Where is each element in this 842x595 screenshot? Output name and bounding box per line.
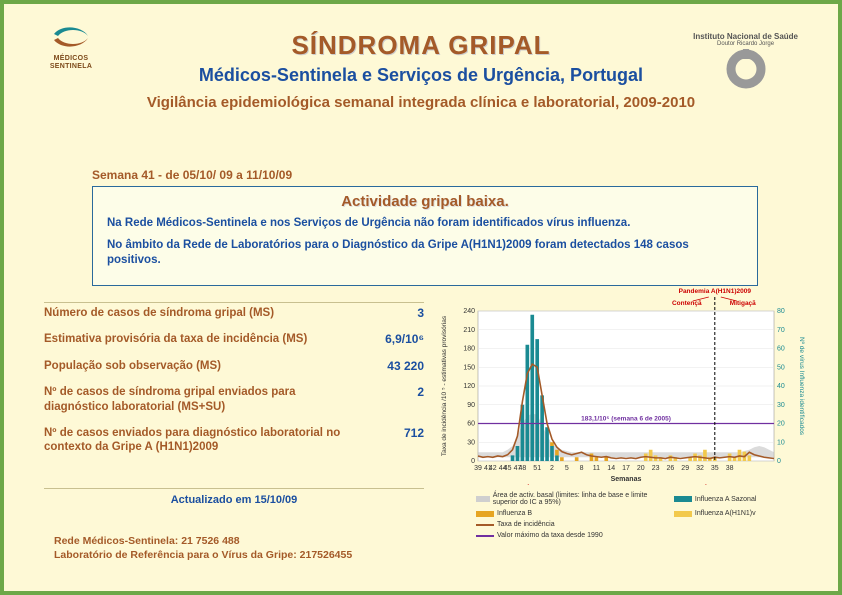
svg-text:Mitigaçã: Mitigaçã (730, 300, 756, 307)
info-box-p2: No âmbito da Rede de Laboratórios para o… (107, 238, 743, 269)
svg-text:90: 90 (467, 402, 475, 409)
svg-text:Taxa de incidência /10 ⁵ - est: Taxa de incidência /10 ⁵ - estimativas p… (441, 315, 448, 456)
logo-right-line2: Doutor Ricardo Jorge (693, 41, 798, 47)
svg-text:2: 2 (550, 465, 554, 472)
chart-legend: Área de activ. basal (limites: linha de … (436, 490, 806, 539)
stat-value: 712 (360, 426, 424, 440)
logo-insa: Instituto Nacional de Saúde Doutor Ricar… (693, 32, 798, 94)
svg-text:Semanas: Semanas (611, 476, 642, 483)
svg-text:20: 20 (637, 465, 645, 472)
svg-text:80: 80 (777, 308, 785, 315)
svg-text:150: 150 (463, 364, 475, 371)
legend-basal: Área de activ. basal (limites: linha de … (493, 492, 664, 506)
svg-text:26: 26 (667, 465, 675, 472)
logo-left-line1: MÉDICOS (48, 55, 94, 62)
stats-block: Número de casos de síndroma gripal (MS)3… (44, 306, 424, 467)
footer-line2: Laboratório de Referência para o Vírus d… (54, 548, 352, 562)
stat-row: Estimativa provisória da taxa de incidên… (44, 332, 424, 346)
svg-text:10: 10 (777, 439, 785, 446)
svg-text:23: 23 (652, 465, 660, 472)
svg-text:29: 29 (681, 465, 689, 472)
stat-row: Nº de casos enviados para diagnóstico la… (44, 426, 424, 455)
legend-h1n1: Influenza A(H1N1)v (695, 510, 756, 517)
legend-taxa: Taxa de incidência (497, 521, 555, 528)
logo-medicos-sentinela: MÉDICOS SENTINELA (48, 22, 94, 70)
svg-text:50: 50 (777, 364, 785, 371)
stat-label: Estimativa provisória da taxa de incidên… (44, 332, 360, 346)
svg-text:60: 60 (777, 346, 785, 353)
svg-text:30: 30 (777, 402, 785, 409)
svg-text:35: 35 (711, 465, 719, 472)
stat-row: Nº de casos de síndroma gripal enviados … (44, 385, 424, 414)
svg-text:210: 210 (463, 327, 475, 334)
svg-text:Época 2009-2010: Época 2009-2010 (703, 483, 756, 485)
svg-text:14: 14 (607, 465, 615, 472)
chart: 0 30 60 90 120 150 180 210 240 0 10 20 30 40 50 60 70 80 1… (436, 285, 806, 555)
chart-svg: 0 30 60 90 120 150 180 210 240 0 10 20 30 40 50 60 70 80 1… (436, 285, 806, 485)
stat-label: Nº de casos de síndroma gripal enviados … (44, 385, 360, 414)
footer-line1: Rede Médicos-Sentinela: 21 7526 488 (54, 534, 352, 548)
stat-label: Número de casos de síndroma gripal (MS) (44, 306, 360, 320)
legend-b: Influenza B (497, 510, 532, 517)
legend-sazonal: Influenza A Sazonal (695, 496, 757, 503)
info-box: Actividade gripal baixa. Na Rede Médicos… (92, 186, 758, 286)
svg-text:41: 41 (484, 465, 492, 472)
svg-text:11: 11 (593, 465, 600, 472)
svg-text:60: 60 (467, 421, 475, 428)
svg-text:5: 5 (565, 465, 569, 472)
svg-text:32: 32 (696, 465, 704, 472)
svg-text:38: 38 (726, 465, 734, 472)
legend-max: Valor máximo da taxa desde 1990 (497, 532, 603, 539)
updated-line: Actualizado em 15/10/09 (44, 494, 424, 506)
stat-value: 43 220 (360, 359, 424, 373)
svg-text:120: 120 (463, 383, 475, 390)
svg-text:183,1/10⁵ (semana 6 de 2005): 183,1/10⁵ (semana 6 de 2005) (581, 416, 671, 423)
svg-text:20: 20 (777, 421, 785, 428)
stats-divider (44, 488, 424, 489)
info-box-p1: Na Rede Médicos-Sentinela e nos Serviços… (107, 216, 743, 232)
svg-text:8: 8 (580, 465, 584, 472)
svg-text:70: 70 (777, 327, 785, 334)
svg-text:17: 17 (622, 465, 630, 472)
stat-row: Número de casos de síndroma gripal (MS)3 (44, 306, 424, 320)
svg-text:40: 40 (777, 383, 785, 390)
svg-text:240: 240 (463, 308, 475, 315)
svg-text:30: 30 (467, 439, 475, 446)
stat-label: Nº de casos enviados para diagnóstico la… (44, 426, 360, 455)
svg-text:47: 47 (514, 465, 522, 472)
info-box-title: Actividade gripal baixa. (107, 193, 743, 210)
stat-value: 2 (360, 385, 424, 399)
svg-text:0: 0 (777, 458, 781, 465)
svg-text:0: 0 (471, 458, 475, 465)
svg-text:Época 2008-2009: Época 2008-2009 (526, 483, 579, 485)
week-line: Semana 41 - de 05/10/ 09 a 11/10/09 (92, 168, 292, 182)
svg-text:180: 180 (463, 346, 475, 353)
svg-text:Contençã: Contençã (672, 300, 702, 307)
svg-text:44: 44 (499, 465, 507, 472)
logo-right-line1: Instituto Nacional de Saúde (693, 32, 798, 41)
stats-divider (44, 302, 424, 303)
svg-text:Pandemia A(H1N1)2009: Pandemia A(H1N1)2009 (679, 288, 752, 295)
stat-value: 3 (360, 306, 424, 320)
svg-text:Nº de vírus Influenza identifi: Nº de vírus Influenza identificados (798, 337, 805, 436)
stat-row: População sob observação (MS)43 220 (44, 359, 424, 373)
footer-contacts: Rede Médicos-Sentinela: 21 7526 488 Labo… (54, 534, 352, 562)
svg-text:51: 51 (533, 465, 541, 472)
logo-left-line2: SENTINELA (48, 63, 94, 70)
svg-text:39: 39 (474, 465, 482, 472)
stat-value: 6,9/10⁶ (360, 332, 424, 346)
title-sub2: Vigilância epidemiológica semanal integr… (4, 94, 838, 111)
stat-label: População sob observação (MS) (44, 359, 360, 373)
